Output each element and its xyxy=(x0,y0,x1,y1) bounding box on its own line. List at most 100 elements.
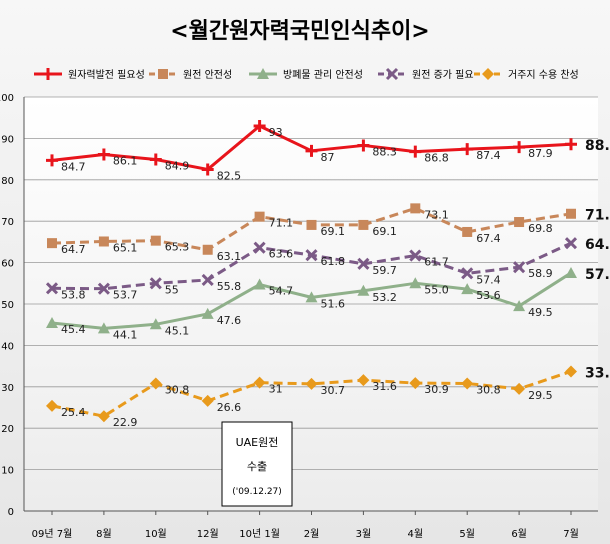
y-tick-label: 70 xyxy=(1,217,14,228)
legend-swatch-marker xyxy=(385,67,399,81)
y-tick-label: 10 xyxy=(1,466,14,477)
data-label: 61.8 xyxy=(321,255,346,268)
data-point xyxy=(566,208,576,219)
data-label: 67.4 xyxy=(476,232,501,245)
data-point xyxy=(514,217,525,228)
data-point xyxy=(201,307,214,319)
data-point xyxy=(461,283,474,295)
data-label: 54.7 xyxy=(269,285,294,298)
data-point xyxy=(97,322,110,334)
data-point xyxy=(306,219,317,230)
data-point xyxy=(149,153,162,166)
series-line xyxy=(51,370,572,418)
data-point xyxy=(565,365,577,378)
data-point xyxy=(253,119,266,132)
data-label: 64.7 xyxy=(61,243,86,256)
data-label: 69.1 xyxy=(321,225,346,238)
data-point xyxy=(513,300,526,312)
data-label: 86.8 xyxy=(424,152,449,165)
data-label: 31 xyxy=(269,383,283,396)
data-point xyxy=(97,282,110,295)
x-tick-label: 6월 xyxy=(511,528,527,540)
data-label: 51.6 xyxy=(321,297,346,310)
data-point xyxy=(201,273,214,287)
data-point xyxy=(410,203,421,214)
series-4: 53.8 53.7 55 55.8 63.6 61.8 59.7 61.7 57.4 58.9 64… xyxy=(45,237,610,302)
data-label: 61.7 xyxy=(424,256,449,269)
data-label: 71.1 xyxy=(269,217,294,230)
data-point xyxy=(253,376,266,389)
x-tick-label: 2월 xyxy=(304,528,320,540)
data-point xyxy=(253,278,266,290)
data-point xyxy=(409,249,422,262)
data-label: 57.4 xyxy=(476,273,501,286)
data-label: 30.8 xyxy=(165,383,190,396)
data-point xyxy=(461,143,474,156)
data-label: 88.3 xyxy=(372,145,397,158)
data-label: 49.5 xyxy=(528,306,553,319)
x-tick-label: 12월 xyxy=(197,528,219,540)
data-point xyxy=(201,394,214,407)
data-point xyxy=(149,318,162,330)
y-tick-label: 100 xyxy=(0,93,14,104)
data-point xyxy=(254,211,265,222)
data-label: 53.6 xyxy=(476,289,501,302)
data-label: 93 xyxy=(269,126,283,139)
legend-item: 원전 증가 필요 xyxy=(378,67,474,81)
data-point xyxy=(47,238,57,249)
x-tick-label: 8월 xyxy=(96,528,112,540)
series-group: 84.7 86.1 84.9 82.5 93 87 88.3 86.8 87.4 87.9 88. 6… xyxy=(45,119,610,429)
y-tick-label: 90 xyxy=(1,134,14,145)
x-tick-label: 10년 1월 xyxy=(239,528,280,540)
data-label: 82.5 xyxy=(217,169,242,182)
annotation-frame xyxy=(221,421,293,507)
data-label: 29.5 xyxy=(528,389,553,402)
data-label: 57.5 xyxy=(585,267,610,283)
data-point xyxy=(513,141,526,154)
series-5: 25.4 22.9 30.8 26.6 31 30.7 31.6 30.9 30.8 29.5 33… xyxy=(46,365,610,429)
data-label: 64.7 xyxy=(585,237,610,253)
data-label: 59.7 xyxy=(372,264,397,277)
data-point xyxy=(513,382,526,395)
legend-swatch-marker xyxy=(158,69,168,79)
data-label: 84.7 xyxy=(61,160,86,173)
data-point xyxy=(98,236,109,247)
data-label: 84.9 xyxy=(165,160,190,173)
y-tick-label: 80 xyxy=(1,176,14,187)
y-tick-label: 40 xyxy=(1,341,14,352)
data-label: 44.1 xyxy=(113,328,137,341)
data-point xyxy=(357,374,370,387)
grid xyxy=(24,96,598,512)
data-point xyxy=(46,317,58,329)
data-label: 55.8 xyxy=(217,280,242,293)
legend-item: 거주지 수용 찬성 xyxy=(474,68,579,81)
data-label: 26.6 xyxy=(217,401,242,414)
legend-label: 방폐물 관리 안전성 xyxy=(283,69,363,81)
data-label: 45.4 xyxy=(61,323,86,336)
data-point xyxy=(45,282,59,295)
data-label: 53.8 xyxy=(61,288,86,301)
annotation-line: ('09.12.27) xyxy=(232,487,282,497)
data-label: 58.9 xyxy=(528,267,553,280)
y-axis: 0 10 20 30 40 50 60 70 80 90 100 xyxy=(0,93,25,518)
annotation-line: 수출 xyxy=(247,460,267,473)
data-point xyxy=(46,154,58,167)
legend: 원자력발전 필요성 원전 안전성 방폐물 관리 안전성 원전 증가 필요 거주지 수용 … xyxy=(34,67,579,81)
data-point xyxy=(513,261,526,274)
data-point xyxy=(305,377,318,390)
data-label: 69.1 xyxy=(372,225,397,238)
data-label: 87 xyxy=(321,151,335,164)
data-point xyxy=(358,219,369,230)
data-point xyxy=(565,138,577,151)
y-tick-label: 0 xyxy=(8,507,14,518)
data-point xyxy=(201,163,214,176)
data-point xyxy=(409,377,422,390)
data-point xyxy=(97,148,110,161)
x-axis: 09년 7월 8월 10월 12월 10년 1월 2월 3월 4월 5월 6월 7월 xyxy=(32,511,579,540)
data-label: 55 xyxy=(165,283,179,296)
data-point xyxy=(461,267,474,280)
data-point xyxy=(409,277,422,289)
series-1: 84.7 86.1 84.9 82.5 93 87 88.3 86.8 87.4 87.9 88.6 xyxy=(46,119,610,182)
series-2: 64.7 65.1 65.3 63.1 71.1 69.1 69.1 73.1 67.4 69.8… xyxy=(47,203,610,263)
